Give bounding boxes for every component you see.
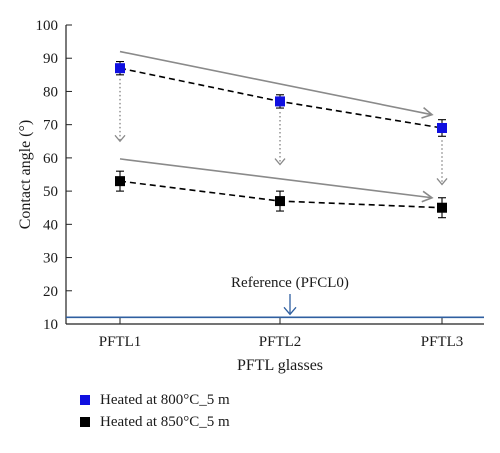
data-point-850c [275,196,285,207]
data-point-850c [437,202,447,213]
x-tick-label: PFTL1 [99,334,142,350]
series-group [115,60,447,219]
trend-arrow-800c-head [421,107,434,119]
data-point-800c [275,96,285,107]
y-axis-label: Contact angle (°) [17,120,34,229]
y-tick-label: 40 [43,217,58,233]
legend: Heated at 800°C_5 m Heated at 850°C_5 m [80,392,230,430]
legend-swatch-800c [80,395,90,405]
reference-label: Reference (PFCL0) [231,275,349,291]
y-tick-label: 30 [43,251,58,267]
data-point-800c [115,63,125,74]
reference-arrow-head [283,306,297,316]
drop-arrow-head [436,178,448,186]
legend-swatch-850c [80,417,90,427]
y-tick-label: 20 [43,284,58,300]
y-tick-label: 60 [43,151,58,167]
axes [65,25,484,325]
legend-label-850c: Heated at 850°C_5 m [100,414,230,430]
y-tick-label: 90 [43,51,58,67]
trend-arrow-850c [119,158,433,199]
trend-arrows [119,50,434,203]
trend-arrow-850c-head [421,190,434,203]
drop-arrow-head [274,158,286,166]
drop-arrow-head [114,134,126,143]
trend-arrow-800c [119,50,433,116]
x-tick-label: PFTL3 [421,334,464,350]
y-tick-label: 70 [43,118,58,134]
data-point-850c [115,176,125,187]
y-tick-label: 10 [43,317,58,333]
y-tick-label: 100 [36,18,59,34]
x-axis-label: PFTL glasses [237,357,323,374]
x-tick-label: PFTL2 [259,334,302,350]
y-tick-label: 80 [43,84,58,100]
reference-group: Reference (PFCL0) [66,275,484,319]
tick-group: 10 20 30 40 50 60 70 80 90 100 PFTL1 PFTL2 PFTL3 [36,18,464,350]
drop-arrows [114,78,448,186]
data-point-800c [437,122,447,133]
legend-label-800c: Heated at 800°C_5 m [100,392,230,408]
y-tick-label: 50 [43,184,58,200]
